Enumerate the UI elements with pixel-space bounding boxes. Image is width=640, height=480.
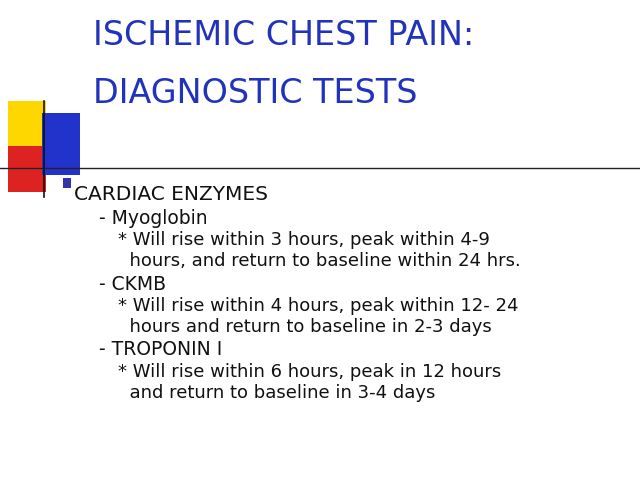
Bar	[42, 113, 80, 175]
Text: - Myoglobin: - Myoglobin	[99, 209, 208, 228]
Text: * Will rise within 3 hours, peak within 4-9: * Will rise within 3 hours, peak within …	[118, 231, 490, 250]
Bar	[8, 146, 46, 192]
Bar	[8, 101, 46, 146]
Text: - TROPONIN I: - TROPONIN I	[99, 340, 223, 360]
Text: hours and return to baseline in 2-3 days: hours and return to baseline in 2-3 days	[118, 318, 492, 336]
Bar	[63, 178, 71, 188]
Text: CARDIAC ENZYMES: CARDIAC ENZYMES	[74, 185, 268, 204]
Text: DIAGNOSTIC TESTS: DIAGNOSTIC TESTS	[93, 77, 417, 110]
Text: * Will rise within 6 hours, peak in 12 hours: * Will rise within 6 hours, peak in 12 h…	[118, 363, 502, 381]
Text: ISCHEMIC CHEST PAIN:: ISCHEMIC CHEST PAIN:	[93, 19, 474, 52]
Text: hours, and return to baseline within 24 hrs.: hours, and return to baseline within 24 …	[118, 252, 521, 270]
Text: and return to baseline in 3-4 days: and return to baseline in 3-4 days	[118, 384, 436, 402]
Text: * Will rise within 4 hours, peak within 12- 24: * Will rise within 4 hours, peak within …	[118, 297, 519, 315]
Text: - CKMB: - CKMB	[99, 275, 166, 294]
